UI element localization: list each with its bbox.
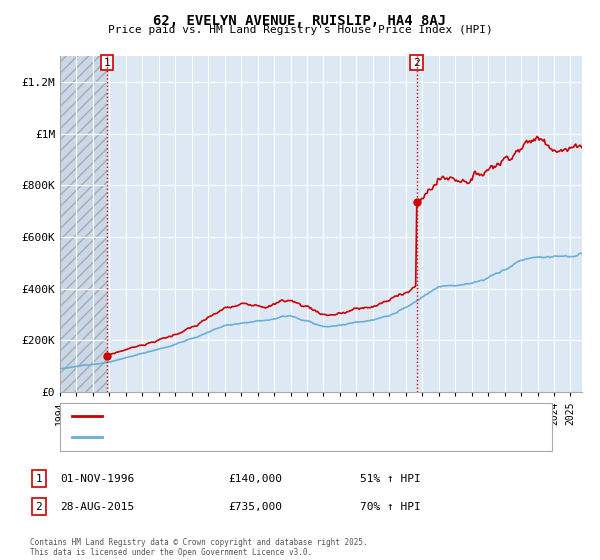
Text: 70% ↑ HPI: 70% ↑ HPI [360,502,421,512]
Text: 51% ↑ HPI: 51% ↑ HPI [360,474,421,484]
Bar [60,56,107,392]
Text: £140,000: £140,000 [228,474,282,484]
Text: 01-NOV-1996: 01-NOV-1996 [60,474,134,484]
Text: 1: 1 [103,58,110,68]
Text: 62, EVELYN AVENUE, RUISLIP, HA4 8AJ (semi-detached house): 62, EVELYN AVENUE, RUISLIP, HA4 8AJ (sem… [108,411,464,421]
Text: £735,000: £735,000 [228,502,282,512]
Text: 2: 2 [413,58,420,68]
Text: 62, EVELYN AVENUE, RUISLIP, HA4 8AJ: 62, EVELYN AVENUE, RUISLIP, HA4 8AJ [154,14,446,28]
Text: 2: 2 [35,502,43,512]
Text: 1: 1 [35,474,43,484]
Text: Price paid vs. HM Land Registry's House Price Index (HPI): Price paid vs. HM Land Registry's House … [107,25,493,35]
Text: 28-AUG-2015: 28-AUG-2015 [60,502,134,512]
Text: Contains HM Land Registry data © Crown copyright and database right 2025.
This d: Contains HM Land Registry data © Crown c… [30,538,368,557]
Text: HPI: Average price, semi-detached house, Hillingdon: HPI: Average price, semi-detached house,… [108,432,427,442]
